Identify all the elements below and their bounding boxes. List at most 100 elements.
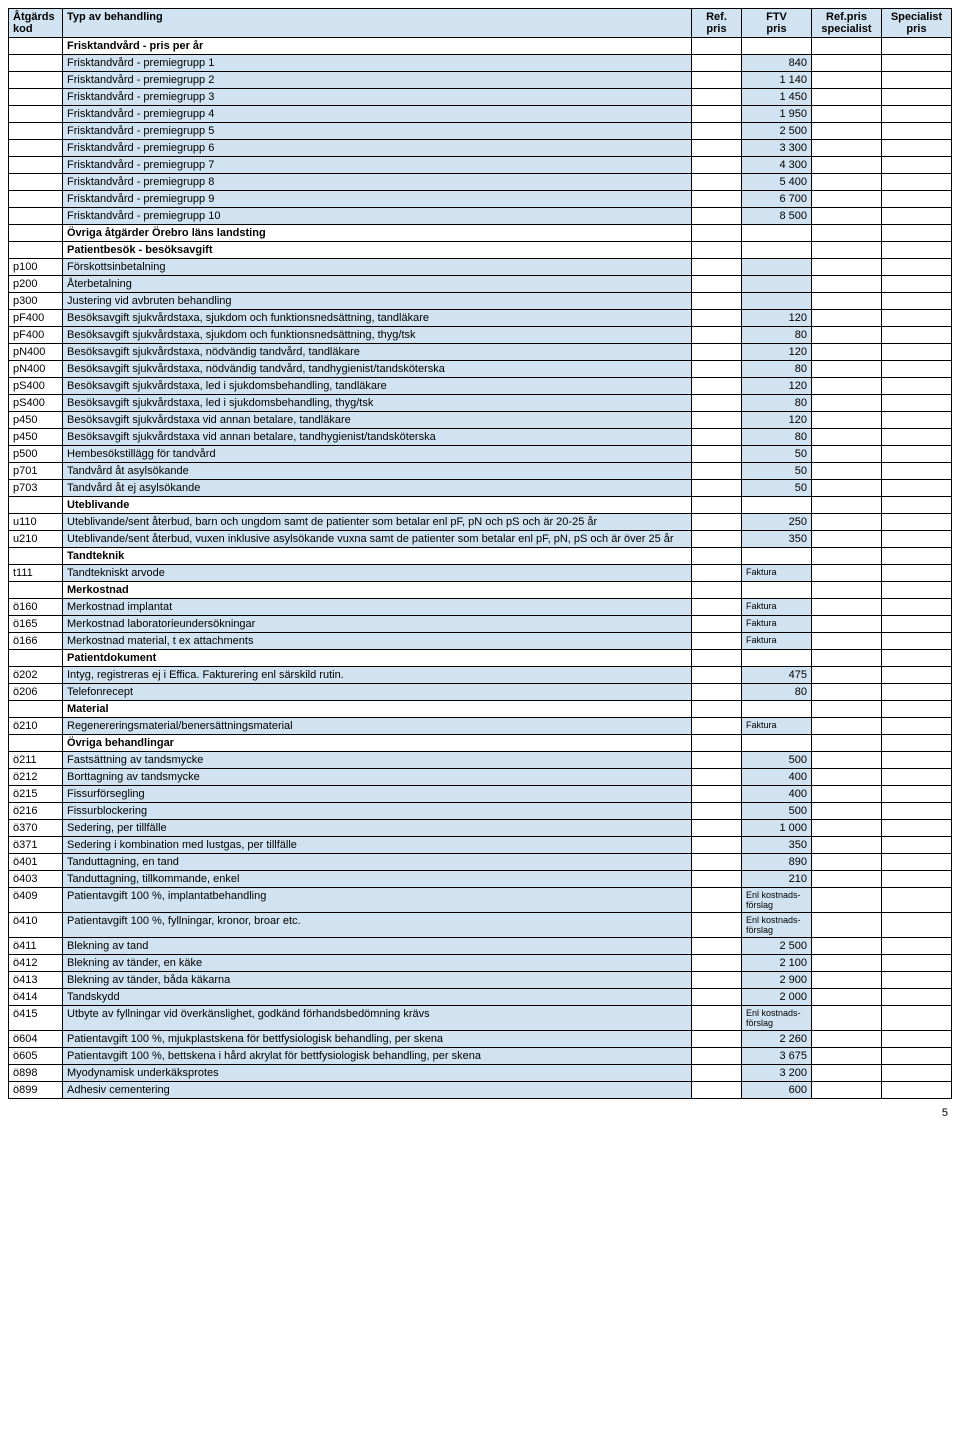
desc-cell: Fissurförsegling [63, 786, 692, 803]
code-cell: ö898 [9, 1065, 63, 1082]
code-cell [9, 157, 63, 174]
code-cell: ö212 [9, 769, 63, 786]
section-title: Patientbesök - besöksavgift [63, 242, 692, 259]
desc-cell: Frisktandvård - premiegrupp 4 [63, 106, 692, 123]
refpris-cell [692, 616, 742, 633]
refpris-cell [692, 140, 742, 157]
refpris-cell [692, 972, 742, 989]
table-row: ö412Blekning av tänder, en käke2 100 [9, 955, 952, 972]
desc-cell: Besöksavgift sjukvårdstaxa, nödvändig ta… [63, 344, 692, 361]
specialist-pris-cell [882, 1006, 952, 1031]
ftvpris-cell: Enl kostnads-förslag [742, 1006, 812, 1031]
refpris-specialist-cell [812, 633, 882, 650]
code-cell: ö215 [9, 786, 63, 803]
specialist-pris-cell [882, 327, 952, 344]
ftvpris-cell: Enl kostnads-förslag [742, 913, 812, 938]
desc-cell: Besöksavgift sjukvårdstaxa vid annan bet… [63, 429, 692, 446]
table-row: ö212Borttagning av tandsmycke 400 [9, 769, 952, 786]
specialist-pris-cell [882, 310, 952, 327]
table-row: p450Besöksavgift sjukvårdstaxa vid annan… [9, 412, 952, 429]
refpris-specialist-cell [812, 72, 882, 89]
ftvpris-cell: 250 [742, 514, 812, 531]
refpris-specialist-cell [812, 327, 882, 344]
table-row: u110Uteblivande/sent återbud, barn och u… [9, 514, 952, 531]
refpris-specialist-cell [812, 293, 882, 310]
refpris-specialist-cell [812, 514, 882, 531]
table-row: ö371Sedering i kombination med lustgas, … [9, 837, 952, 854]
desc-cell: Merkostnad laboratorieundersökningar [63, 616, 692, 633]
refpris-cell [692, 106, 742, 123]
specialist-pris-cell [882, 599, 952, 616]
refpris-cell [692, 429, 742, 446]
code-cell: ö412 [9, 955, 63, 972]
ftvpris-cell [742, 259, 812, 276]
code-cell [9, 208, 63, 225]
table-row: ö411Blekning av tand2 500 [9, 938, 952, 955]
code-cell: pF400 [9, 327, 63, 344]
ftvpris-cell: 2 000 [742, 989, 812, 1006]
specialist-pris-cell [882, 1031, 952, 1048]
refpris-cell [692, 157, 742, 174]
desc-cell: Blekning av tänder, en käke [63, 955, 692, 972]
refpris-cell [692, 837, 742, 854]
header-refpris-specialist: Ref.prisspecialist [812, 9, 882, 38]
refpris-specialist-cell [812, 667, 882, 684]
ftvpris-cell: 4 300 [742, 157, 812, 174]
ftvpris-cell: 2 260 [742, 1031, 812, 1048]
specialist-pris-cell [882, 106, 952, 123]
refpris-cell [692, 310, 742, 327]
code-cell: p300 [9, 293, 63, 310]
specialist-pris-cell [882, 1082, 952, 1099]
refpris-specialist-cell [812, 395, 882, 412]
desc-cell: Patientavgift 100 %, fyllningar, kronor,… [63, 913, 692, 938]
section-row: Tandteknik [9, 548, 952, 565]
ftvpris-cell: 120 [742, 378, 812, 395]
refpris-specialist-cell [812, 276, 882, 293]
ftvpris-cell: 400 [742, 769, 812, 786]
specialist-pris-cell [882, 293, 952, 310]
refpris-cell [692, 871, 742, 888]
code-cell: p450 [9, 412, 63, 429]
ftvpris-cell: 50 [742, 463, 812, 480]
refpris-specialist-cell [812, 361, 882, 378]
code-cell: p500 [9, 446, 63, 463]
desc-cell: Besöksavgift sjukvårdstaxa, sjukdom och … [63, 327, 692, 344]
table-row: ö409Patientavgift 100 %, implantatbehand… [9, 888, 952, 913]
table-row: p703Tandvård åt ej asylsökande50 [9, 480, 952, 497]
refpris-specialist-cell [812, 955, 882, 972]
code-cell: pS400 [9, 395, 63, 412]
section-row: Merkostnad [9, 582, 952, 599]
specialist-pris-cell [882, 140, 952, 157]
desc-cell: Tanduttagning, tillkommande, enkel [63, 871, 692, 888]
code-cell [9, 548, 63, 565]
refpris-cell [692, 989, 742, 1006]
ftvpris-cell: Faktura [742, 599, 812, 616]
table-row: Frisktandvård - premiegrupp 1840 [9, 55, 952, 72]
refpris-cell [692, 446, 742, 463]
specialist-pris-cell [882, 480, 952, 497]
ftvpris-cell: 350 [742, 837, 812, 854]
ftvpris-cell: 500 [742, 752, 812, 769]
ftvpris-cell: 80 [742, 361, 812, 378]
code-cell [9, 191, 63, 208]
code-cell: ö210 [9, 718, 63, 735]
refpris-specialist-cell [812, 208, 882, 225]
refpris-specialist-cell [812, 786, 882, 803]
desc-cell: Utbyte av fyllningar vid överkänslighet,… [63, 1006, 692, 1031]
section-title: Material [63, 701, 692, 718]
desc-cell: Blekning av tand [63, 938, 692, 955]
table-row: Frisktandvård - premiegrupp 85 400 [9, 174, 952, 191]
desc-cell: Tandvård åt asylsökande [63, 463, 692, 480]
ftvpris-cell: 1 000 [742, 820, 812, 837]
refpris-specialist-cell [812, 310, 882, 327]
specialist-pris-cell [882, 276, 952, 293]
refpris-cell [692, 803, 742, 820]
desc-cell: Borttagning av tandsmycke [63, 769, 692, 786]
ftvpris-cell: 1 450 [742, 89, 812, 106]
code-cell [9, 650, 63, 667]
refpris-specialist-cell [812, 446, 882, 463]
desc-cell: Återbetalning [63, 276, 692, 293]
table-row: p500Hembesökstillägg för tandvård50 [9, 446, 952, 463]
ftvpris-cell: 80 [742, 327, 812, 344]
refpris-specialist-cell [812, 769, 882, 786]
